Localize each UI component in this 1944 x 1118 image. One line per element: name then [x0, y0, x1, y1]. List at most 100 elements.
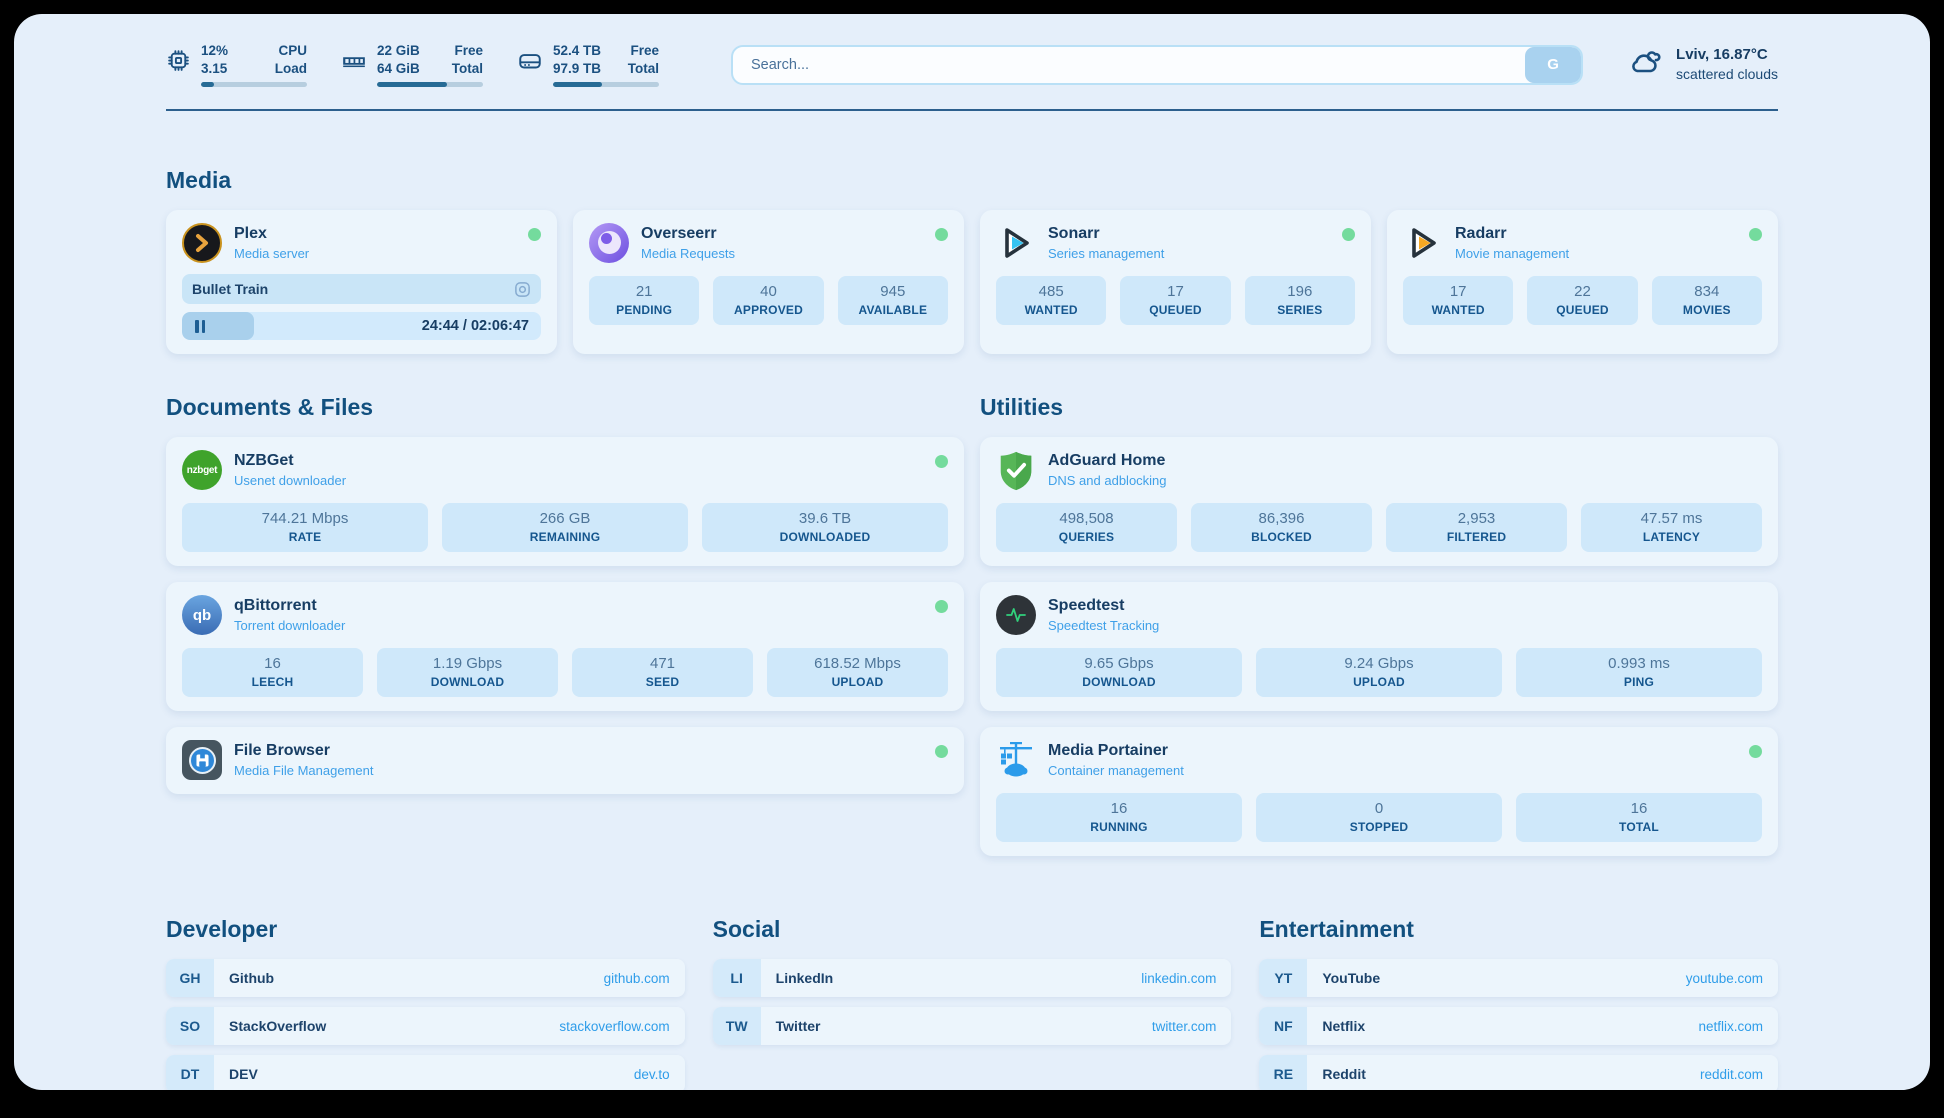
- status-indicator: [1749, 745, 1762, 759]
- link-stackoverflow[interactable]: SO StackOverflow stackoverflow.com: [166, 1007, 685, 1046]
- app-card-filebrowser[interactable]: File Browser Media File Management: [166, 727, 964, 795]
- link-dev[interactable]: DT DEV dev.to: [166, 1055, 685, 1090]
- app-subtitle: Speedtest Tracking: [1048, 618, 1160, 634]
- link-youtube[interactable]: YT YouTube youtube.com: [1259, 959, 1778, 998]
- app-card-nzbget[interactable]: nzbget NZBGet Usenet downloader 744.21 M…: [166, 437, 964, 567]
- stat-leech: 16 LEECH: [182, 648, 363, 698]
- app-subtitle: Series management: [1048, 246, 1165, 262]
- app-subtitle: Media File Management: [234, 763, 374, 779]
- status-indicator: [935, 600, 948, 614]
- link-reddit[interactable]: RE Reddit reddit.com: [1259, 1055, 1778, 1090]
- ram-values: 22 GiB 64 GiB: [377, 43, 420, 76]
- link-url[interactable]: youtube.com: [1685, 970, 1763, 986]
- cpu-icon: [166, 42, 191, 78]
- link-abbr: NF: [1259, 1007, 1308, 1046]
- link-name: DEV: [229, 1066, 258, 1083]
- link-url[interactable]: reddit.com: [1699, 1066, 1763, 1082]
- app-subtitle: Torrent downloader: [234, 618, 346, 634]
- app-name: Media Portainer: [1048, 742, 1169, 760]
- stat-available: 945 AVAILABLE: [837, 276, 948, 326]
- sonarr-icon: [996, 223, 1036, 263]
- app-name: qBittorrent: [234, 597, 317, 615]
- app-subtitle: Media Requests: [641, 246, 735, 262]
- link-url[interactable]: dev.to: [633, 1066, 670, 1082]
- app-name: Radarr: [1455, 225, 1507, 243]
- ram-labels: Free Total: [451, 43, 483, 76]
- stat-pending: 21 PENDING: [589, 276, 700, 326]
- app-card-plex[interactable]: Plex Media server Bullet Train 24:44 / 0…: [166, 210, 557, 355]
- stat-series: 196 SERIES: [1244, 276, 1355, 326]
- link-url[interactable]: twitter.com: [1151, 1018, 1217, 1034]
- link-twitter[interactable]: TW Twitter twitter.com: [712, 1007, 1232, 1046]
- status-indicator: [935, 455, 948, 469]
- nzbget-icon: nzbget: [182, 450, 222, 491]
- disk-labels: Free Total: [627, 43, 659, 76]
- plex-icon: [182, 223, 222, 264]
- link-abbr: TW: [712, 1007, 761, 1046]
- ram-icon: [341, 42, 367, 79]
- app-card-adguard[interactable]: AdGuard Home DNS and adblocking 498,508 Q…: [980, 437, 1778, 567]
- status-indicator: [1749, 228, 1762, 242]
- top-bar: 12% 3.15 CPU Load 2: [166, 42, 1778, 88]
- disk-widget: 52.4 TB 97.9 TB Free Total: [517, 42, 659, 88]
- link-url[interactable]: linkedin.com: [1141, 970, 1217, 986]
- stat-running: 16 RUNNING: [996, 793, 1242, 843]
- app-name: Overseerr: [641, 225, 717, 243]
- link-name: Twitter: [775, 1018, 821, 1035]
- ram-widget: 22 GiB 64 GiB Free Total: [341, 42, 483, 88]
- link-name: LinkedIn: [775, 970, 834, 987]
- section-title-social: Social: [712, 916, 781, 943]
- link-github[interactable]: GH Github github.com: [166, 959, 685, 998]
- section-title-developer: Developer: [166, 916, 278, 943]
- stat-ping: 0.993 ms PING: [1516, 648, 1762, 698]
- disk-progress-bar: [553, 82, 659, 88]
- header-divider: [166, 109, 1778, 112]
- video-icon[interactable]: [514, 281, 531, 298]
- link-netflix[interactable]: NF Netflix netflix.com: [1259, 1007, 1778, 1046]
- link-linkedin[interactable]: LI LinkedIn linkedin.com: [712, 959, 1232, 998]
- now-playing-title: Bullet Train: [192, 281, 269, 298]
- stat-approved: 40 APPROVED: [713, 276, 824, 326]
- link-name: Reddit: [1322, 1066, 1366, 1083]
- dashboard-page: 12% 3.15 CPU Load 2: [14, 14, 1930, 1090]
- app-name: Sonarr: [1048, 225, 1100, 243]
- app-name: Speedtest: [1048, 597, 1125, 615]
- link-url[interactable]: github.com: [603, 970, 670, 986]
- cpu-labels: CPU Load: [274, 43, 307, 76]
- search-input[interactable]: [733, 46, 1526, 83]
- cloud-icon: [1627, 46, 1663, 83]
- app-name: Plex: [234, 225, 267, 243]
- stat-download: 1.19 Gbps DOWNLOAD: [377, 648, 558, 698]
- search-engine-button[interactable]: G: [1525, 46, 1582, 83]
- app-card-overseerr[interactable]: Overseerr Media Requests 21 PENDING 40 APP…: [573, 210, 964, 355]
- app-card-sonarr[interactable]: Sonarr Series management 485 WANTED 17 QUE…: [980, 210, 1371, 355]
- weather-condition: scattered clouds: [1676, 66, 1778, 83]
- link-abbr: LI: [712, 959, 761, 998]
- link-url[interactable]: netflix.com: [1698, 1018, 1763, 1034]
- ram-progress-bar: [377, 82, 483, 88]
- app-card-qbittorrent[interactable]: qb qBittorrent Torrent downloader 16 LEEC…: [166, 582, 964, 712]
- status-indicator: [935, 228, 948, 242]
- stat-remaining: 266 GB REMAINING: [442, 503, 688, 553]
- stat-upload: 9.24 Gbps UPLOAD: [1256, 648, 1502, 698]
- status-indicator: [935, 745, 948, 759]
- disk-icon: [517, 42, 543, 79]
- stat-stopped: 0 STOPPED: [1256, 793, 1502, 843]
- link-name: YouTube: [1322, 970, 1381, 987]
- stat-rate: 744.21 Mbps RATE: [182, 503, 428, 553]
- app-card-speedtest[interactable]: Speedtest Speedtest Tracking 9.65 Gbps DO…: [980, 582, 1778, 712]
- playback-time: 24:44 / 02:06:47: [421, 318, 529, 335]
- stat-movies: 834 MOVIES: [1651, 276, 1762, 326]
- app-name: AdGuard Home: [1048, 452, 1166, 470]
- link-name: Github: [229, 970, 275, 987]
- pause-icon[interactable]: [195, 319, 205, 333]
- link-url[interactable]: stackoverflow.com: [559, 1018, 670, 1034]
- app-card-radarr[interactable]: Radarr Movie management 17 WANTED 22 QUEUE…: [1387, 210, 1778, 355]
- stat-queued: 22 QUEUED: [1527, 276, 1638, 326]
- section-title-documents: Documents & Files: [166, 394, 374, 421]
- link-abbr: SO: [166, 1007, 214, 1046]
- app-name: File Browser: [234, 742, 331, 760]
- now-playing-row: Bullet Train: [182, 274, 541, 305]
- app-card-portainer[interactable]: Media Portainer Container management 16 R…: [980, 727, 1778, 857]
- disk-values: 52.4 TB 97.9 TB: [553, 43, 602, 76]
